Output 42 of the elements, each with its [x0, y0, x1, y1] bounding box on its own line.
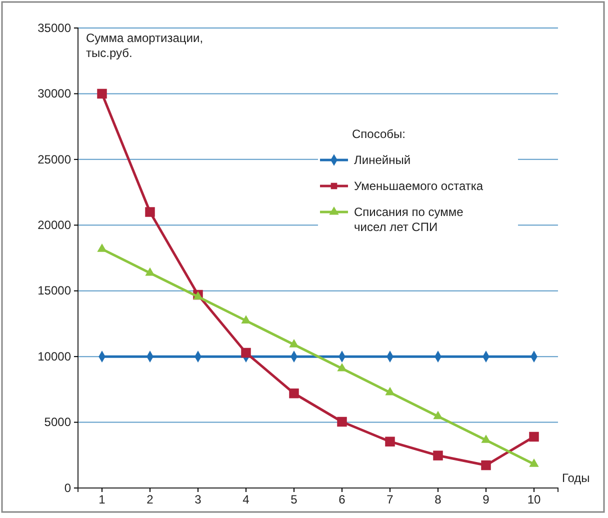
x-tick-label: 1	[98, 492, 106, 507]
x-tick-label: 5	[290, 492, 298, 507]
point	[97, 88, 107, 99]
y-tick-label: 35000	[38, 20, 72, 35]
x-tick-label: 6	[338, 492, 346, 507]
x-tick-label: 8	[434, 492, 442, 507]
x-tick-label: 2	[146, 492, 154, 507]
point	[289, 388, 299, 398]
point	[529, 432, 539, 442]
y-tick-label: 0	[64, 480, 72, 495]
point	[241, 348, 251, 358]
legend-label: Уменьшаемого остатка	[354, 179, 484, 193]
legend-title: Способы:	[352, 127, 406, 141]
y-tick-label: 15000	[38, 284, 72, 298]
point	[385, 436, 395, 446]
point	[529, 458, 539, 467]
point	[337, 362, 347, 372]
point	[289, 339, 299, 348]
y-tick-label: 30000	[38, 86, 72, 101]
point	[481, 434, 491, 443]
point	[241, 315, 251, 324]
y-tick-label: 5000	[44, 415, 72, 430]
legend-label: Списания по сумме чисел лет СПИ	[354, 205, 464, 234]
x-axis-title: Годы	[562, 471, 590, 485]
point	[145, 207, 155, 217]
x-tick-label: 7	[386, 492, 394, 507]
x-tick-label: 10	[527, 492, 541, 507]
point	[385, 386, 395, 396]
legend-label: Линейный	[354, 153, 411, 167]
y-tick-label: 20000	[38, 218, 72, 232]
x-tick-label: 4	[242, 492, 250, 507]
point	[433, 450, 443, 460]
x-tick-label: 9	[482, 492, 490, 507]
x-tick-label: 3	[194, 492, 202, 507]
y-tick-label: 10000	[38, 349, 72, 364]
y-axis-title: Сумма амортизации, тыс.руб.	[86, 31, 204, 60]
point	[337, 416, 347, 427]
point	[97, 244, 107, 252]
point	[145, 267, 155, 276]
point	[481, 460, 491, 470]
y-tick-label: 25000	[38, 152, 72, 166]
point	[433, 410, 443, 420]
